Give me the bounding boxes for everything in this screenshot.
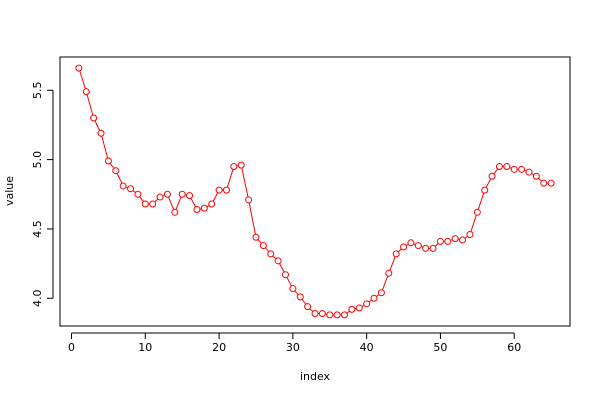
x-tick-label: 0 xyxy=(68,341,75,354)
data-point xyxy=(488,172,496,180)
data-point xyxy=(163,190,171,198)
data-point xyxy=(326,311,334,319)
data-point xyxy=(274,257,282,265)
data-point xyxy=(363,300,371,308)
data-point xyxy=(377,289,385,297)
x-tick-label: 50 xyxy=(433,341,447,354)
y-tick-label: 5.5 xyxy=(31,82,44,100)
x-axis-title: index xyxy=(300,370,331,383)
x-tick-label: 60 xyxy=(507,341,521,354)
y-axis-title: value xyxy=(3,176,16,206)
data-point xyxy=(400,243,408,251)
data-point xyxy=(459,236,467,244)
data-point xyxy=(200,204,208,212)
data-point xyxy=(311,310,319,318)
data-point xyxy=(333,311,341,319)
data-point xyxy=(237,161,245,169)
x-tick-label: 10 xyxy=(138,341,152,354)
data-point xyxy=(422,244,430,252)
data-point xyxy=(414,242,422,250)
data-point xyxy=(547,179,555,187)
data-point xyxy=(444,237,452,245)
data-point xyxy=(532,172,540,180)
data-point xyxy=(473,208,481,216)
data-point xyxy=(90,114,98,122)
data-point xyxy=(503,163,511,171)
data-point xyxy=(525,168,533,176)
data-point xyxy=(451,235,459,243)
data-point xyxy=(267,250,275,258)
data-point xyxy=(510,165,518,173)
y-tick-label: 4.0 xyxy=(31,290,44,308)
y-tick-label: 4.5 xyxy=(31,220,44,238)
data-point xyxy=(252,233,260,241)
data-point xyxy=(289,285,297,293)
data-point xyxy=(540,179,548,187)
data-point xyxy=(518,165,526,173)
data-point xyxy=(134,190,142,198)
data-point xyxy=(318,310,326,318)
data-point xyxy=(82,88,90,96)
data-point xyxy=(171,208,179,216)
data-point xyxy=(304,303,312,311)
data-point xyxy=(259,242,267,250)
data-point xyxy=(104,157,112,165)
data-point xyxy=(230,163,238,171)
data-point xyxy=(222,186,230,194)
data-point xyxy=(178,190,186,198)
data-point xyxy=(385,269,393,277)
data-point xyxy=(119,182,127,190)
data-point xyxy=(215,186,223,194)
x-tick-label: 20 xyxy=(212,341,226,354)
data-point xyxy=(348,305,356,313)
data-point xyxy=(193,206,201,214)
x-tick-label: 30 xyxy=(286,341,300,354)
data-point xyxy=(97,129,105,137)
y-tick-label: 5.0 xyxy=(31,151,44,169)
x-tick-label: 40 xyxy=(360,341,374,354)
data-point xyxy=(245,196,253,204)
data-point xyxy=(466,230,474,238)
data-point xyxy=(355,304,363,312)
data-point xyxy=(495,163,503,171)
data-point xyxy=(481,186,489,194)
data-point xyxy=(429,244,437,252)
data-point xyxy=(208,200,216,208)
data-point xyxy=(341,311,349,319)
data-point xyxy=(141,200,149,208)
data-point xyxy=(186,192,194,200)
data-point xyxy=(436,237,444,245)
data-point xyxy=(296,293,304,301)
data-point xyxy=(370,294,378,302)
data-point xyxy=(407,239,415,247)
data-point xyxy=(127,185,135,193)
data-point xyxy=(112,167,120,175)
plot-box xyxy=(59,56,571,327)
data-point xyxy=(281,271,289,279)
data-point xyxy=(156,193,164,201)
data-point xyxy=(75,64,83,72)
data-point xyxy=(392,250,400,258)
data-point xyxy=(149,200,157,208)
